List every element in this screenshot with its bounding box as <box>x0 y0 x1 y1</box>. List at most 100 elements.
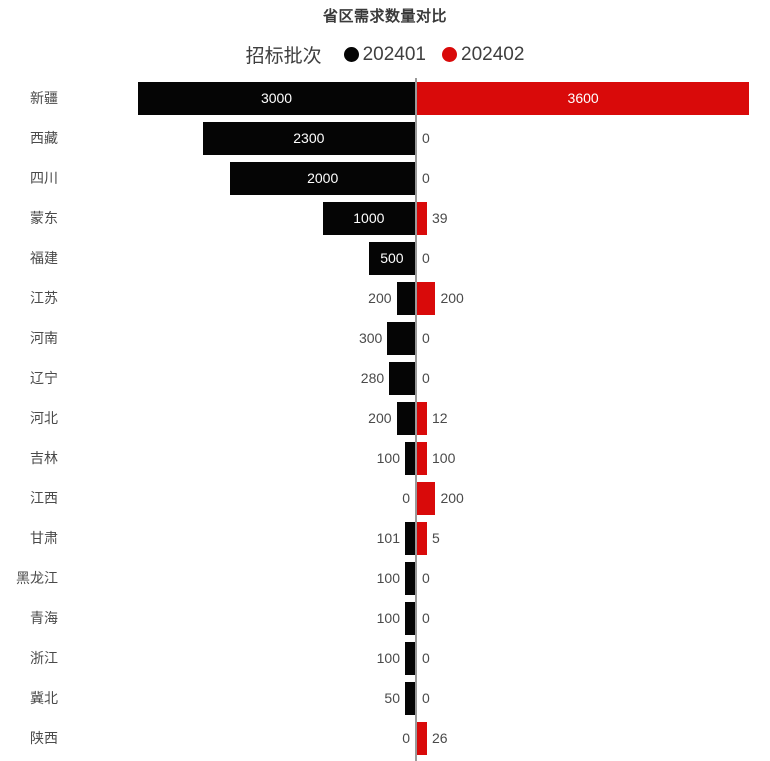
bar-value-label-202402: 0 <box>422 170 430 186</box>
category-axis-label: 西藏 <box>30 130 58 146</box>
bar-value-label-202401: 100 <box>376 610 400 626</box>
bar-value-label-202402: 0 <box>422 610 430 626</box>
category-axis-label: 冀北 <box>30 690 58 706</box>
legend-item-label: 202401 <box>362 43 426 65</box>
bar-value-label-202402: 0 <box>422 330 430 346</box>
bar-202401[interactable] <box>405 681 415 715</box>
bar-value-label-202402: 200 <box>440 490 464 506</box>
category-axis-label: 河南 <box>30 330 58 346</box>
category-axis-label: 黑龙江 <box>16 570 58 586</box>
bar-202401[interactable] <box>405 641 415 675</box>
chart-row: 河南 300 0 <box>0 318 770 358</box>
chart-row: 蒙东 1000 39 <box>0 198 770 238</box>
bar-value-label-202401: 100 <box>376 570 400 586</box>
bar-value-label-202402: 12 <box>432 410 448 426</box>
bar-value-label-202402: 0 <box>422 250 430 266</box>
bar-202401[interactable] <box>405 521 415 555</box>
bar-value-label-202401: 200 <box>368 290 392 306</box>
zero-axis-line <box>415 78 417 761</box>
category-axis-label: 浙江 <box>30 650 58 666</box>
chart-row: 吉林 100 100 <box>0 438 770 478</box>
bar-202401[interactable] <box>322 201 415 235</box>
category-axis-label: 陕西 <box>30 730 58 746</box>
chart-row: 冀北 50 0 <box>0 678 770 718</box>
plot-area: 新疆 3000 3600 西藏 2300 0 四川 2000 0 蒙东 1000 39 福建 500 0 江苏… <box>0 78 770 761</box>
bar-value-label-202402: 200 <box>440 290 464 306</box>
bar-value-label-202401: 2300 <box>293 130 325 146</box>
category-axis-label: 吉林 <box>30 450 58 466</box>
category-axis-label: 新疆 <box>30 90 58 106</box>
chart-row: 四川 2000 0 <box>0 158 770 198</box>
bar-value-label-202401: 200 <box>368 410 392 426</box>
bar-value-label-202401: 280 <box>360 370 385 386</box>
bar-202402[interactable] <box>417 521 427 555</box>
category-axis-label: 蒙东 <box>30 210 58 226</box>
bar-202401[interactable] <box>405 561 415 595</box>
chart-row: 甘肃 101 5 <box>0 518 770 558</box>
bar-value-label-202402: 26 <box>432 730 448 746</box>
chart-row: 江西 0 200 <box>0 478 770 518</box>
bar-value-label-202402: 0 <box>422 650 430 666</box>
bar-value-label-202402: 5 <box>432 530 440 546</box>
legend-item-label: 202402 <box>461 43 525 65</box>
chart-legend: 招标批次 202401 202402 <box>0 41 770 68</box>
chart-row: 新疆 3000 3600 <box>0 78 770 118</box>
chart-row: 江苏 200 200 <box>0 278 770 318</box>
legend-item-202401[interactable]: 202401 <box>343 43 426 66</box>
chart-row: 陕西 0 26 <box>0 718 770 758</box>
legend-title: 招标批次 <box>245 46 322 67</box>
bar-value-label-202401: 0 <box>402 730 410 746</box>
bar-202401[interactable] <box>396 281 415 315</box>
bar-value-label-202401: 3000 <box>260 90 293 106</box>
bar-202402[interactable] <box>417 81 750 115</box>
chart-row: 福建 500 0 <box>0 238 770 278</box>
category-axis-label: 辽宁 <box>30 370 58 386</box>
bar-202401[interactable] <box>387 321 415 355</box>
chart-row: 黑龙江 100 0 <box>0 558 770 598</box>
category-axis-label: 江西 <box>30 490 58 506</box>
bar-value-label-202402: 0 <box>422 370 430 386</box>
chart-row: 西藏 2300 0 <box>0 118 770 158</box>
bar-202401[interactable] <box>202 121 415 155</box>
legend-swatch-circle-icon <box>343 47 359 62</box>
bar-value-label-202401: 100 <box>376 650 400 666</box>
bar-value-label-202401: 1000 <box>353 210 385 226</box>
bar-value-label-202402: 39 <box>432 210 448 226</box>
bar-value-label-202401: 0 <box>402 490 410 506</box>
bar-value-label-202401: 50 <box>384 690 400 706</box>
bar-202401[interactable] <box>405 601 415 635</box>
bar-value-label-202402: 0 <box>422 690 430 706</box>
chart-row: 辽宁 280 0 <box>0 358 770 398</box>
bar-202401[interactable] <box>230 161 415 195</box>
bar-202401[interactable] <box>138 81 415 115</box>
bar-202401[interactable] <box>396 401 415 435</box>
bar-202402[interactable] <box>417 281 436 315</box>
bar-202401[interactable] <box>405 441 415 475</box>
chart-row: 浙江 100 0 <box>0 638 770 678</box>
category-axis-label: 四川 <box>30 170 58 186</box>
bar-202401[interactable] <box>389 361 415 395</box>
bar-value-label-202401: 2000 <box>307 170 339 186</box>
bar-202402[interactable] <box>417 721 427 755</box>
bar-202402[interactable] <box>417 401 427 435</box>
bar-value-label-202402: 100 <box>432 450 456 466</box>
bar-value-label-202402: 0 <box>422 570 430 586</box>
bar-value-label-202401: 101 <box>376 530 400 546</box>
category-axis-label: 江苏 <box>30 290 58 306</box>
category-axis-label: 河北 <box>30 410 58 426</box>
legend-item-202402[interactable]: 202402 <box>442 44 524 66</box>
category-axis-label: 福建 <box>30 250 58 266</box>
chart-row: 青海 100 0 <box>0 598 770 638</box>
chart-title: 省区需求数量对比 <box>322 8 447 25</box>
category-axis-label: 甘肃 <box>30 530 58 546</box>
chart-row: 河北 200 12 <box>0 398 770 438</box>
bar-202402[interactable] <box>417 201 427 235</box>
category-axis-label: 青海 <box>30 610 58 626</box>
bar-value-label-202401: 300 <box>358 330 383 346</box>
bar-value-label-202402: 0 <box>422 130 430 146</box>
legend-swatch-circle-icon <box>442 47 457 62</box>
bar-202402[interactable] <box>417 441 427 475</box>
bar-202402[interactable] <box>417 481 436 515</box>
bar-202401[interactable] <box>368 241 415 275</box>
